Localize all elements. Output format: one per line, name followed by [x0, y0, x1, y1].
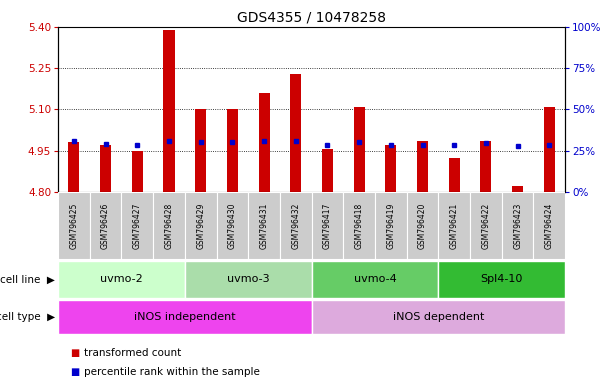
- Bar: [375, 192, 407, 259]
- Bar: [290, 74, 301, 192]
- Text: cell type  ▶: cell type ▶: [0, 312, 55, 322]
- Text: GSM796430: GSM796430: [228, 202, 237, 249]
- Text: iNOS dependent: iNOS dependent: [393, 312, 484, 322]
- Text: transformed count: transformed count: [84, 348, 181, 358]
- Bar: [448, 157, 460, 192]
- Bar: [58, 300, 312, 334]
- Bar: [68, 142, 79, 192]
- Text: cell line  ▶: cell line ▶: [0, 274, 55, 285]
- Bar: [533, 192, 565, 259]
- Text: GSM796425: GSM796425: [70, 202, 78, 249]
- Bar: [322, 149, 333, 192]
- Bar: [280, 192, 312, 259]
- Bar: [58, 192, 90, 259]
- Bar: [502, 192, 533, 259]
- Bar: [343, 192, 375, 259]
- Bar: [195, 109, 207, 192]
- Bar: [58, 261, 185, 298]
- Bar: [163, 30, 175, 192]
- Bar: [480, 141, 491, 192]
- Bar: [185, 192, 216, 259]
- Bar: [312, 261, 439, 298]
- Text: GSM796424: GSM796424: [545, 202, 554, 249]
- Text: Spl4-10: Spl4-10: [481, 274, 523, 285]
- Bar: [354, 107, 365, 192]
- Text: GSM796428: GSM796428: [164, 202, 174, 249]
- Bar: [470, 192, 502, 259]
- Bar: [216, 192, 248, 259]
- Text: ■: ■: [70, 348, 79, 358]
- Text: GSM796417: GSM796417: [323, 202, 332, 249]
- Bar: [312, 300, 565, 334]
- Text: GSM796427: GSM796427: [133, 202, 142, 249]
- Text: ■: ■: [70, 367, 79, 377]
- Text: GSM796432: GSM796432: [291, 202, 300, 249]
- Bar: [407, 192, 439, 259]
- Text: GSM796420: GSM796420: [418, 202, 427, 249]
- Text: GSM796422: GSM796422: [481, 202, 491, 249]
- Bar: [227, 109, 238, 192]
- Bar: [185, 261, 312, 298]
- Text: percentile rank within the sample: percentile rank within the sample: [84, 367, 260, 377]
- Text: uvmo-2: uvmo-2: [100, 274, 143, 285]
- Text: GSM796426: GSM796426: [101, 202, 110, 249]
- Bar: [153, 192, 185, 259]
- Bar: [100, 145, 111, 192]
- Text: GSM796429: GSM796429: [196, 202, 205, 249]
- Text: uvmo-4: uvmo-4: [354, 274, 397, 285]
- Bar: [90, 192, 122, 259]
- Bar: [512, 187, 523, 192]
- Title: GDS4355 / 10478258: GDS4355 / 10478258: [237, 10, 386, 24]
- Bar: [312, 192, 343, 259]
- Bar: [417, 141, 428, 192]
- Bar: [439, 192, 470, 259]
- Text: iNOS independent: iNOS independent: [134, 312, 236, 322]
- Text: GSM796419: GSM796419: [386, 202, 395, 249]
- Bar: [258, 93, 269, 192]
- Bar: [544, 107, 555, 192]
- Text: GSM796421: GSM796421: [450, 202, 459, 249]
- Text: GSM796431: GSM796431: [260, 202, 269, 249]
- Bar: [248, 192, 280, 259]
- Text: GSM796423: GSM796423: [513, 202, 522, 249]
- Bar: [122, 192, 153, 259]
- Bar: [386, 145, 397, 192]
- Text: GSM796418: GSM796418: [354, 202, 364, 249]
- Bar: [439, 261, 565, 298]
- Text: uvmo-3: uvmo-3: [227, 274, 269, 285]
- Bar: [132, 151, 143, 192]
